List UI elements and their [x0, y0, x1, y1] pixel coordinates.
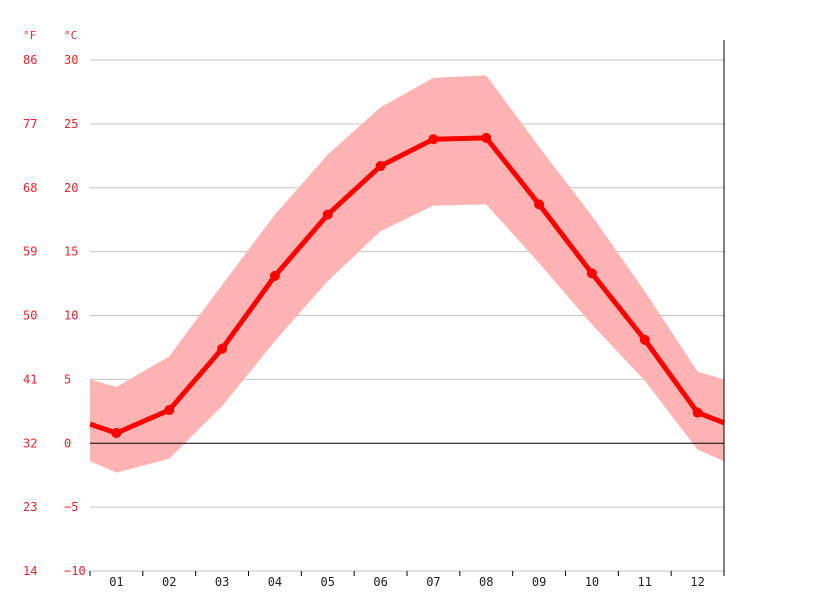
- series-line: [89, 135, 725, 436]
- x-tick-label: 08: [479, 575, 493, 589]
- y-tick-label-c: 5: [64, 372, 71, 386]
- x-tick-labels: 01 02 03 04 05 06 07 08 09 10 11 12: [89, 571, 725, 589]
- data-point: [534, 199, 545, 210]
- y-tick-labels: °F °C 86 30 77 25 68 20 59 15 50 10 41 5 32 0 23 −5 14 −1…: [23, 29, 86, 578]
- y-tick-label-c: −5: [64, 500, 78, 514]
- y-tick-label-f: 41: [23, 372, 37, 386]
- data-point: [164, 405, 175, 416]
- y-tick-label-f: 68: [23, 181, 37, 195]
- data-point: [586, 268, 597, 279]
- y-tick-label-c: 25: [64, 117, 78, 131]
- y-tick-label-f: 50: [23, 309, 37, 323]
- y-tick-label-c: −10: [64, 564, 86, 578]
- y-tick-label-f: 14: [23, 564, 37, 578]
- range-band-group: [90, 75, 724, 473]
- data-point: [269, 270, 280, 281]
- axes-group: [90, 40, 725, 571]
- x-tick-label: 03: [215, 575, 229, 589]
- x-tick-label: 09: [532, 575, 546, 589]
- data-point: [639, 334, 650, 345]
- y-tick-label-f: 59: [23, 245, 37, 259]
- y-tick-label-c: 15: [64, 245, 78, 259]
- x-tick-label: 11: [638, 575, 652, 589]
- x-tick-label: 01: [109, 575, 123, 589]
- x-tick-label: 10: [585, 575, 599, 589]
- series-line-group: [89, 132, 725, 439]
- y-unit-f: °F: [23, 29, 36, 42]
- y-tick-label-c: 20: [64, 181, 78, 195]
- data-point: [428, 134, 439, 145]
- y-tick-label-f: 86: [23, 53, 37, 67]
- x-tick-label: 12: [690, 575, 704, 589]
- range-band: [90, 75, 724, 473]
- y-tick-label-c: 10: [64, 309, 78, 323]
- x-tick-label: 02: [162, 575, 176, 589]
- y-unit-c: °C: [64, 29, 77, 42]
- y-tick-label-f: 23: [23, 500, 37, 514]
- y-tick-label-f: 32: [23, 436, 37, 450]
- data-point: [322, 209, 333, 220]
- x-tick-label: 05: [321, 575, 335, 589]
- x-tick-label: 07: [426, 575, 440, 589]
- data-point: [375, 161, 386, 172]
- data-point: [692, 407, 703, 418]
- y-tick-label-c: 30: [64, 53, 78, 67]
- x-tick-label: 04: [268, 575, 282, 589]
- y-tick-label-f: 77: [23, 117, 37, 131]
- data-point: [111, 428, 122, 439]
- x-tick-label: 06: [373, 575, 387, 589]
- y-tick-label-c: 0: [64, 436, 71, 450]
- data-point: [481, 132, 492, 143]
- data-point: [217, 343, 228, 354]
